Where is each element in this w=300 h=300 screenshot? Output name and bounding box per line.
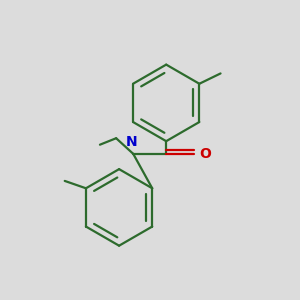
Text: N: N xyxy=(126,135,138,149)
Text: O: O xyxy=(200,147,211,161)
